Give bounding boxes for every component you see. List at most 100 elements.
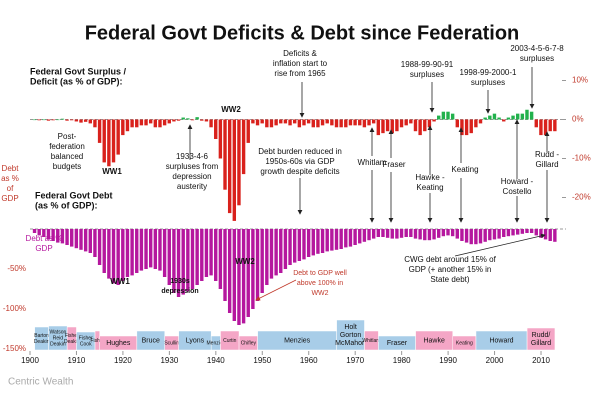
bar [260, 119, 264, 124]
bar [111, 229, 116, 284]
pm-label: Fisher [65, 333, 79, 339]
annotation: GDP [1, 194, 18, 203]
pm-label: Barton [34, 333, 49, 339]
bar [255, 229, 260, 301]
bar [232, 119, 237, 221]
bar [534, 229, 538, 236]
bar [144, 119, 148, 126]
bar [306, 119, 311, 124]
bar [42, 119, 46, 121]
bar [376, 229, 381, 237]
annotation: GDP (+ another 15% in [409, 265, 492, 274]
bar [316, 229, 320, 254]
bar [492, 113, 497, 120]
bar [246, 229, 250, 317]
bar [148, 119, 153, 124]
bar [553, 229, 557, 242]
annotation: Deficits & [283, 49, 317, 58]
bar [209, 119, 213, 128]
bar [409, 229, 413, 237]
x-tick-label: 1990 [439, 356, 457, 365]
bar [223, 119, 227, 190]
bar [511, 229, 515, 236]
annotation: Debt burden reduced in [258, 147, 342, 156]
annotation: Federal Govt Debt [35, 190, 113, 200]
bar [70, 119, 74, 121]
annotation: WW2 [235, 257, 255, 266]
x-tick-label: 1980 [393, 356, 411, 365]
bar [181, 229, 185, 295]
annotation: Post- [58, 132, 77, 141]
bar [176, 119, 181, 121]
bar [65, 229, 69, 245]
bar [385, 229, 390, 238]
annotation: surpluses [410, 70, 444, 79]
bar [302, 229, 306, 260]
bar [525, 109, 529, 120]
annotation: WW1 [102, 167, 122, 176]
bar [195, 229, 199, 285]
bar [139, 229, 144, 271]
bar [121, 119, 125, 136]
bar [116, 119, 120, 155]
y-tick-label: -100% [3, 304, 26, 313]
pm-label: Chifley [241, 340, 257, 346]
bar [167, 229, 171, 285]
annotation: Howard - [501, 177, 534, 186]
bar [302, 119, 306, 126]
bar [525, 229, 529, 233]
bar [367, 229, 371, 241]
bar [334, 119, 339, 128]
annotation: Rudd - [535, 150, 559, 159]
bar [474, 119, 478, 128]
y-tick-label: -10% [572, 154, 591, 163]
annotation: Fraser [382, 160, 405, 169]
pm-label: Fisher [79, 335, 93, 341]
bar [237, 229, 241, 325]
pm-label: Howard [489, 337, 513, 344]
annotation: CWG debt around 15% of [404, 255, 496, 264]
bar [441, 111, 446, 120]
bar [330, 229, 334, 251]
bar [325, 229, 329, 252]
pm-term [526, 327, 556, 351]
bar [390, 229, 394, 239]
bar [56, 229, 60, 243]
annotation: federation [49, 142, 85, 151]
bar [65, 119, 69, 121]
annotation: budgets [53, 162, 81, 171]
bar [274, 229, 278, 276]
pm-label: Fraser [387, 340, 408, 347]
x-tick-label: 2000 [486, 356, 504, 365]
annotation: surpluses [520, 54, 554, 63]
bar [130, 229, 134, 276]
bar [344, 229, 348, 248]
bar [209, 229, 213, 276]
annotation: Federal Govt Surplus / [30, 66, 127, 76]
bar [251, 229, 255, 309]
bar [265, 119, 269, 128]
pm-label: Lyons [186, 337, 205, 344]
bar [339, 119, 343, 128]
bar [186, 229, 190, 292]
bar [42, 229, 46, 237]
bar [116, 229, 120, 285]
bar [158, 229, 162, 271]
bar [306, 229, 311, 257]
annotation: balanced [51, 152, 83, 161]
annotation: GDP [35, 244, 52, 253]
bar [348, 229, 353, 247]
annotation: State debt) [430, 275, 469, 284]
pm-label: Menzies [284, 337, 311, 344]
bar [539, 229, 543, 238]
bar [88, 119, 92, 124]
bar [232, 229, 237, 321]
bar [418, 119, 422, 136]
bar [371, 229, 376, 239]
bar [529, 229, 534, 233]
bar [395, 229, 399, 239]
annotation: depression [172, 172, 211, 181]
pm-label: Gillard [531, 340, 551, 347]
bar [455, 119, 459, 128]
y-tick-label: 0% [572, 115, 584, 124]
